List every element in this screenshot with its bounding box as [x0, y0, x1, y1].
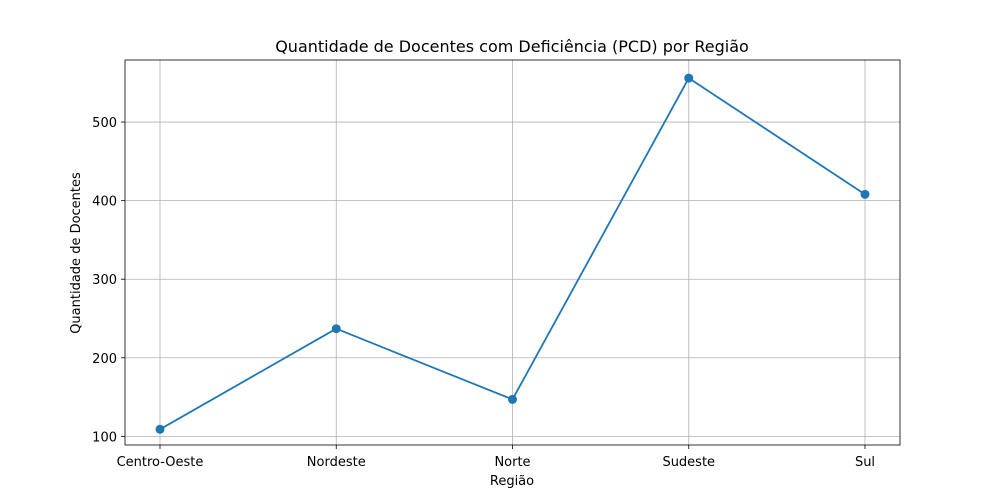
grid: [125, 60, 900, 445]
x-tick-label: Nordeste: [307, 455, 366, 470]
y-tick-label: 200: [92, 352, 117, 367]
x-tick-label: Centro-Oeste: [117, 455, 204, 470]
y-tick-label: 300: [92, 273, 117, 288]
x-tick-label: Sul: [855, 455, 875, 470]
x-axis-label: Região: [490, 474, 534, 489]
y-tick-label: 500: [92, 116, 117, 131]
chart-title: Quantidade de Docentes com Deficiência (…: [275, 37, 749, 56]
plot-frame: [124, 59, 901, 446]
series-layer: [155, 73, 870, 434]
data-point: [331, 324, 341, 334]
data-point: [860, 189, 870, 199]
data-point: [155, 424, 165, 434]
axis-ticks: Centro-Oeste Nordeste Norte Sudeste Sul 100 20…: [92, 116, 875, 470]
y-tick-label: 400: [92, 195, 117, 210]
data-point: [508, 394, 517, 404]
x-tick-label: Norte: [494, 455, 530, 470]
data-point: [684, 73, 694, 83]
x-tick-label: Sudeste: [662, 455, 715, 470]
y-axis-label: Quantidade de Docentes: [69, 172, 84, 334]
y-tick-label: 100: [92, 430, 117, 445]
